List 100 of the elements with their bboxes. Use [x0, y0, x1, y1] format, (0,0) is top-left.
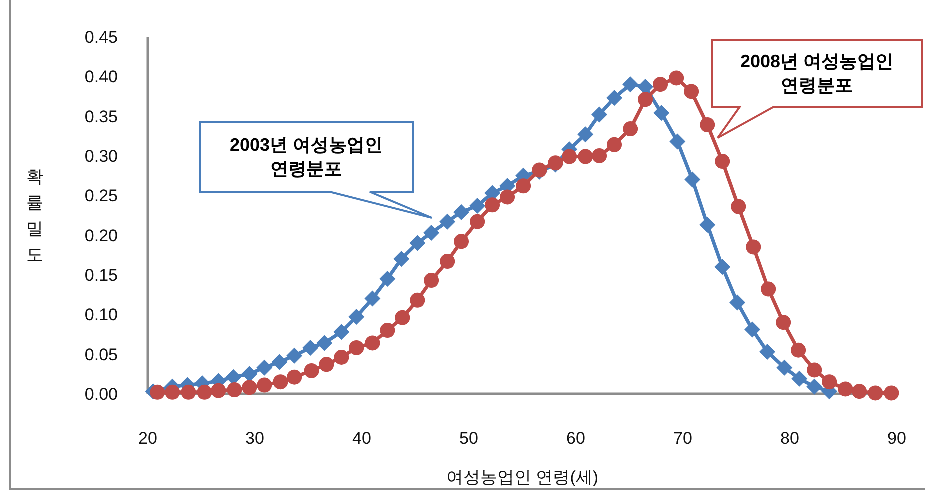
point [304, 363, 320, 378]
point [852, 384, 868, 400]
point [226, 369, 242, 386]
point [623, 122, 638, 137]
x-tick-label: 30 [246, 429, 264, 448]
point [242, 366, 258, 382]
point [606, 90, 623, 106]
point [287, 370, 302, 385]
point [227, 382, 242, 398]
x-tick-label: 50 [460, 429, 478, 448]
point [622, 76, 639, 93]
point [746, 240, 762, 255]
x-tick-label: 80 [780, 429, 800, 448]
y-tick-label: 0.15 [84, 266, 118, 285]
point [792, 370, 808, 387]
point [410, 235, 426, 252]
point [744, 322, 761, 338]
annotation: 2008년 여성농업인 연령분포 [740, 52, 894, 96]
point [440, 214, 456, 230]
x-tick-label: 70 [674, 429, 692, 448]
point [638, 92, 654, 108]
y-tick-label: 0.05 [84, 345, 118, 364]
x-axis-title: 여성농업인 연령(세) [446, 468, 599, 487]
y-tick-label: 0.25 [84, 186, 118, 206]
point [791, 342, 806, 358]
point [410, 292, 426, 308]
point [365, 336, 380, 351]
y-tick-label: 0.10 [84, 306, 118, 325]
point [760, 344, 776, 360]
point [181, 384, 196, 400]
point [516, 178, 532, 194]
point [822, 374, 838, 390]
point [150, 384, 166, 400]
point [272, 354, 288, 370]
point [700, 118, 716, 133]
point [470, 214, 486, 230]
y-tick-label: 0.45 [84, 28, 118, 47]
point [838, 382, 854, 397]
point [592, 148, 608, 164]
point [197, 384, 212, 400]
point [454, 234, 470, 250]
point [715, 154, 730, 170]
point [286, 348, 303, 364]
point [761, 282, 776, 297]
point [669, 70, 684, 86]
point [165, 384, 180, 400]
point [211, 383, 226, 398]
point [730, 294, 746, 311]
point [440, 254, 456, 270]
point [395, 310, 410, 326]
point [654, 105, 670, 122]
x-tick-label: 60 [566, 429, 586, 448]
point [424, 273, 440, 288]
point [607, 137, 622, 152]
annotation: 2003년 여성농업인 연령분포 [230, 135, 384, 179]
point [670, 134, 686, 150]
point [380, 270, 396, 287]
point [884, 386, 900, 401]
y-tick-label: 0.30 [84, 147, 118, 166]
point [714, 259, 731, 276]
point [257, 378, 272, 393]
point [776, 315, 792, 330]
point [806, 378, 823, 395]
point [578, 149, 594, 164]
point [776, 360, 793, 376]
point [349, 340, 364, 356]
point [731, 199, 746, 214]
point [394, 251, 410, 268]
x-tick-label: 20 [138, 429, 158, 448]
y-tick-label: 0.00 [84, 385, 118, 404]
point [319, 357, 334, 372]
point [302, 340, 319, 356]
point [868, 386, 884, 401]
point [700, 217, 716, 234]
point [562, 149, 578, 164]
point [578, 126, 594, 143]
point [470, 198, 486, 214]
point [807, 362, 822, 378]
point [273, 374, 288, 390]
point [348, 309, 365, 326]
point [485, 198, 500, 213]
point [500, 190, 516, 205]
x-tick-label: 90 [888, 429, 906, 448]
point [316, 335, 333, 352]
point [684, 84, 700, 100]
y-tick-label: 0.35 [84, 107, 118, 126]
point [334, 324, 350, 340]
x-tick-label: 40 [352, 429, 372, 448]
point [684, 172, 701, 188]
point [242, 380, 258, 396]
y-tick-label: 0.20 [84, 226, 118, 246]
point [424, 224, 440, 241]
point [454, 204, 470, 220]
point [592, 106, 608, 123]
point [334, 350, 350, 366]
y-tick-label: 0.40 [84, 68, 118, 87]
point [364, 290, 381, 307]
point [380, 323, 396, 338]
point [256, 360, 273, 376]
point [653, 77, 668, 92]
